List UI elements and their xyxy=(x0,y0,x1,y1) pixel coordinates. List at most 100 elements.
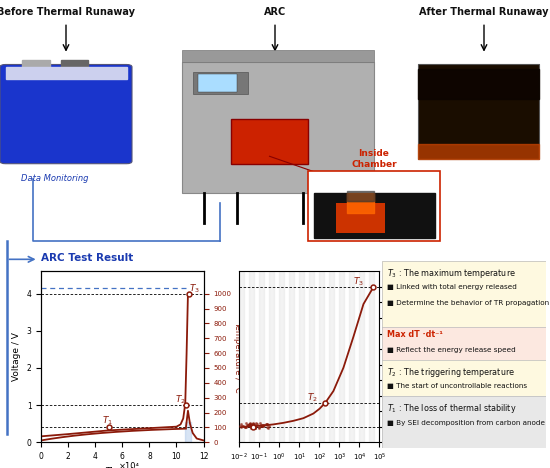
Text: ■ By SEI decomposition from carbon anode: ■ By SEI decomposition from carbon anode xyxy=(387,420,545,426)
Point xyxy=(237,421,246,428)
FancyBboxPatch shape xyxy=(0,65,132,164)
Bar xyxy=(289,271,294,442)
Text: $T_1$: $T_1$ xyxy=(102,415,113,427)
Bar xyxy=(418,144,539,159)
Point xyxy=(246,420,255,427)
Bar xyxy=(329,271,334,442)
X-axis label: Time / s: Time / s xyxy=(104,467,140,468)
Point xyxy=(243,422,252,429)
Bar xyxy=(60,59,88,69)
Text: Max dT ·dt⁻¹: Max dT ·dt⁻¹ xyxy=(387,330,443,339)
Point xyxy=(259,421,268,428)
Point xyxy=(255,424,263,432)
FancyBboxPatch shape xyxy=(382,396,546,448)
Bar xyxy=(349,271,354,442)
Text: ■ The start of uncontrollable reactions: ■ The start of uncontrollable reactions xyxy=(387,383,527,389)
Bar xyxy=(309,271,315,442)
Text: ARC: ARC xyxy=(264,7,286,17)
Text: ×10⁴: ×10⁴ xyxy=(119,462,140,468)
Point xyxy=(262,421,271,428)
Point xyxy=(235,422,244,430)
Point xyxy=(255,423,264,430)
Y-axis label: Voltage / V: Voltage / V xyxy=(12,332,21,381)
Text: ■ Reflect the energy release speed: ■ Reflect the energy release speed xyxy=(387,347,516,353)
Point xyxy=(237,422,246,430)
Point xyxy=(239,422,248,429)
Point xyxy=(256,422,265,430)
Point xyxy=(246,422,255,430)
Point xyxy=(257,421,266,428)
Y-axis label: Temperature / °C: Temperature / °C xyxy=(233,321,243,393)
Point xyxy=(249,423,257,431)
Point xyxy=(262,423,271,431)
Bar xyxy=(182,62,374,193)
Bar xyxy=(6,67,126,80)
Bar xyxy=(339,271,344,442)
Text: $T_3$: $T_3$ xyxy=(354,275,365,288)
Text: $T_2$: $T_2$ xyxy=(307,392,318,404)
Bar xyxy=(182,50,374,62)
Text: Before Thermal Runaway: Before Thermal Runaway xyxy=(0,7,135,17)
Point xyxy=(255,419,264,427)
Bar xyxy=(249,271,254,442)
Point xyxy=(250,424,258,431)
Point xyxy=(249,420,257,428)
Bar xyxy=(231,119,308,164)
Point xyxy=(257,423,266,430)
Bar xyxy=(370,271,375,442)
Bar xyxy=(299,271,304,442)
Point xyxy=(249,419,257,427)
Point xyxy=(246,420,255,428)
Point xyxy=(250,422,258,430)
Bar xyxy=(259,271,265,442)
FancyBboxPatch shape xyxy=(418,65,539,159)
Bar xyxy=(320,271,324,442)
Point xyxy=(263,420,272,427)
Point xyxy=(250,421,258,428)
Text: $T_2$: $T_2$ xyxy=(175,393,186,406)
Text: ARC Test Result: ARC Test Result xyxy=(41,253,134,263)
Text: $T_1$ : The loss of thermal stability: $T_1$ : The loss of thermal stability xyxy=(387,402,517,415)
Y-axis label: Temperature / °C: Temperature / °C xyxy=(411,321,420,393)
Text: Inside
Chamber: Inside Chamber xyxy=(351,149,397,168)
Bar xyxy=(279,271,284,442)
Point xyxy=(258,422,267,430)
Bar xyxy=(379,271,384,442)
Text: $T_3$ : The maximum temperature: $T_3$ : The maximum temperature xyxy=(387,267,516,280)
Point xyxy=(241,419,250,427)
Bar xyxy=(270,271,274,442)
Point xyxy=(252,420,261,427)
Point xyxy=(241,424,250,431)
Point xyxy=(245,419,254,427)
Point xyxy=(240,424,249,431)
Point xyxy=(244,420,253,428)
Text: After Thermal Runaway: After Thermal Runaway xyxy=(419,7,549,17)
Point xyxy=(248,420,256,428)
Point xyxy=(237,423,246,431)
Point xyxy=(249,420,258,428)
Point xyxy=(262,421,271,428)
Bar xyxy=(198,74,236,92)
Point xyxy=(253,420,262,427)
Bar xyxy=(239,271,244,442)
Text: $T_3$: $T_3$ xyxy=(189,283,200,295)
Point xyxy=(248,421,257,429)
FancyBboxPatch shape xyxy=(382,360,546,396)
FancyBboxPatch shape xyxy=(308,171,440,241)
Bar xyxy=(360,271,365,442)
Bar xyxy=(418,69,539,99)
Point xyxy=(243,421,252,428)
Point xyxy=(257,422,266,429)
FancyBboxPatch shape xyxy=(382,327,546,360)
Point xyxy=(251,424,260,432)
Point xyxy=(242,423,251,431)
Bar xyxy=(192,72,248,94)
FancyBboxPatch shape xyxy=(382,261,546,327)
Point xyxy=(258,422,267,430)
Point xyxy=(251,422,260,430)
Text: Data Monitoring: Data Monitoring xyxy=(21,174,89,183)
Point xyxy=(249,423,258,431)
Point xyxy=(264,422,273,430)
Bar xyxy=(336,204,385,233)
Bar xyxy=(22,59,50,69)
